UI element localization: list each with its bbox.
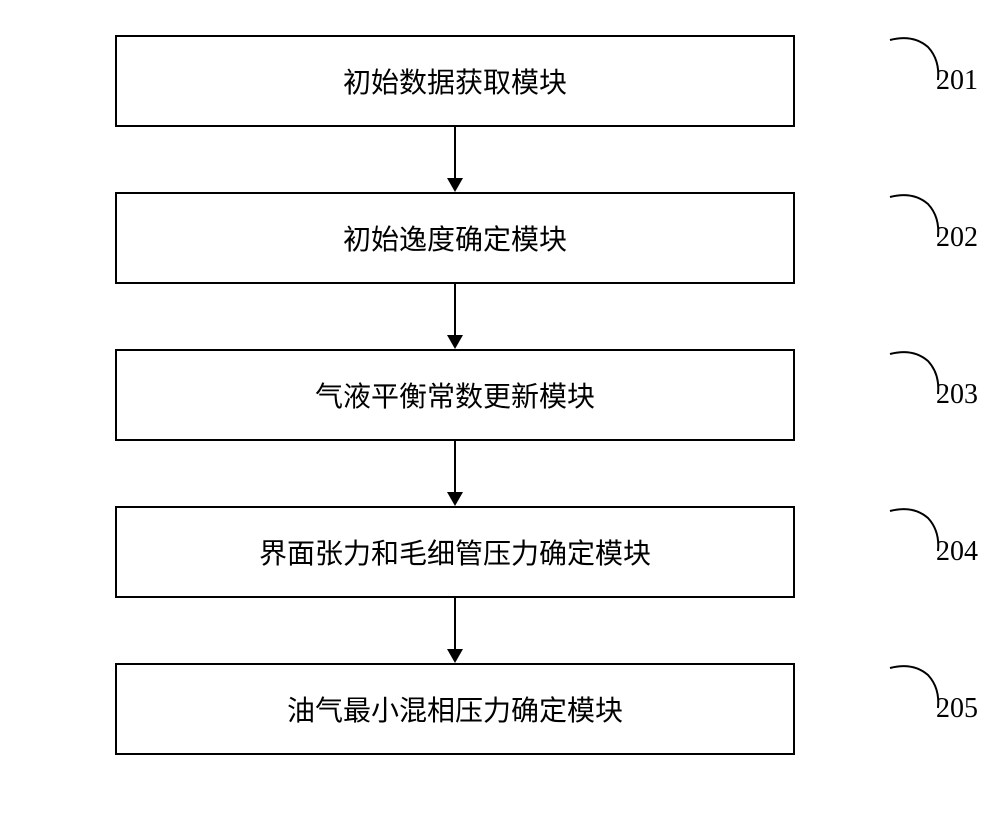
- flow-box-3: 气液平衡常数更新模块 203: [115, 349, 795, 441]
- flow-box-4: 界面张力和毛细管压力确定模块 204: [115, 506, 795, 598]
- box-label: 初始数据获取模块: [343, 61, 567, 101]
- flow-box-5: 油气最小混相压力确定模块 205: [115, 663, 795, 755]
- arrow-head-icon: [447, 649, 463, 663]
- callout-number: 204: [936, 536, 978, 568]
- box-label: 气液平衡常数更新模块: [315, 375, 595, 415]
- arrow-head-icon: [447, 335, 463, 349]
- flow-box-1: 初始数据获取模块 201: [115, 35, 795, 127]
- flow-arrow: [115, 441, 795, 506]
- callout-number: 202: [936, 222, 978, 254]
- callout-number: 205: [936, 693, 978, 725]
- callout-number: 201: [936, 65, 978, 97]
- arrow-line-icon: [454, 127, 456, 178]
- box-label: 初始逸度确定模块: [343, 218, 567, 258]
- arrow-line-icon: [454, 284, 456, 335]
- flow-box-2: 初始逸度确定模块 202: [115, 192, 795, 284]
- flowchart-diagram: 初始数据获取模块 201 初始逸度确定模块 202 气液平衡常数更新模块: [115, 35, 885, 755]
- flow-arrow: [115, 598, 795, 663]
- flow-arrow: [115, 127, 795, 192]
- flow-arrow: [115, 284, 795, 349]
- box-label: 界面张力和毛细管压力确定模块: [259, 532, 651, 572]
- arrow-line-icon: [454, 441, 456, 492]
- arrow-head-icon: [447, 492, 463, 506]
- arrow-line-icon: [454, 598, 456, 649]
- arrow-head-icon: [447, 178, 463, 192]
- box-label: 油气最小混相压力确定模块: [287, 689, 623, 729]
- callout-number: 203: [936, 379, 978, 411]
